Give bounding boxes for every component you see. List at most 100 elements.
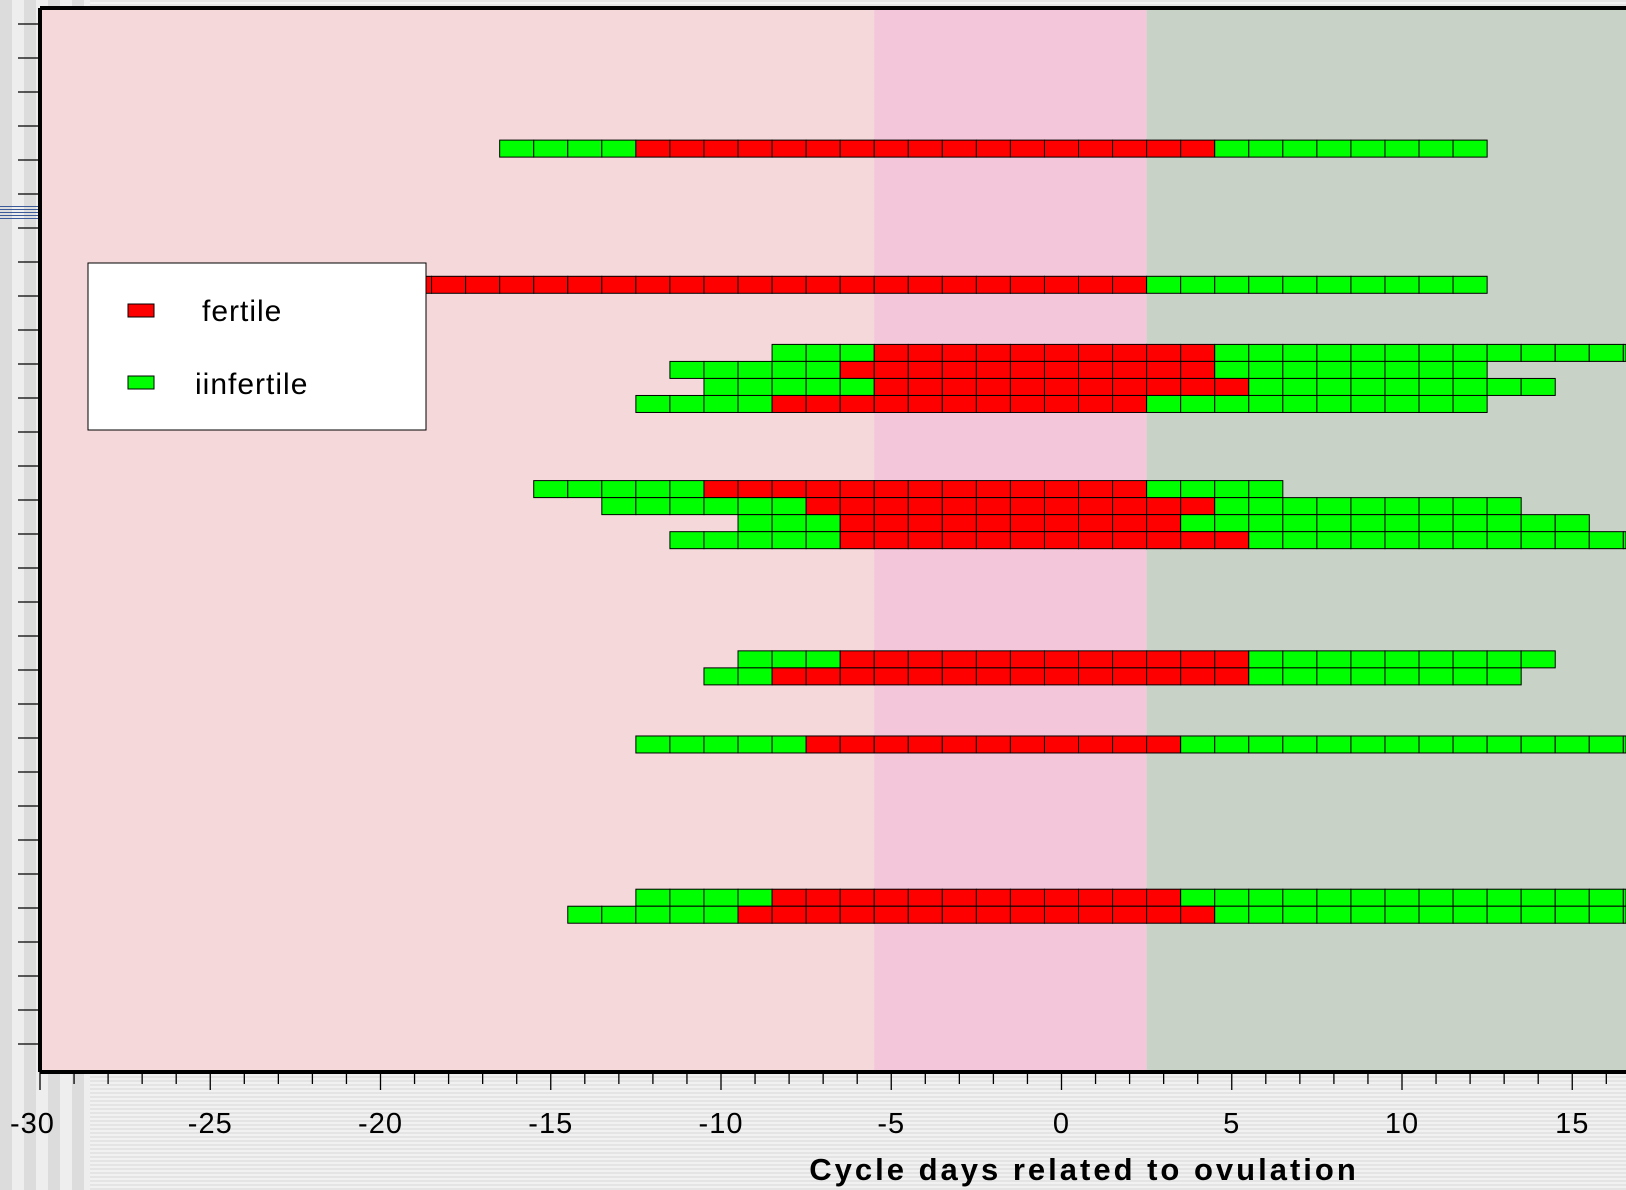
infertile-day-cell	[771, 377, 807, 396]
infertile-day-cell	[1316, 343, 1352, 362]
infertile-day-cell	[1248, 377, 1284, 396]
infertile-day-cell	[601, 905, 637, 924]
infertile-day-cell	[1282, 343, 1318, 362]
infertile-day-cell	[1180, 735, 1216, 754]
infertile-day-cell	[1248, 905, 1284, 924]
infertile-day-cell	[1384, 735, 1420, 754]
fertile-day-cell	[805, 275, 841, 294]
infertile-day-cell	[805, 650, 841, 669]
fertile-day-cell	[1214, 650, 1250, 669]
fertile-day-cell	[1214, 531, 1250, 550]
infertile-day-cell	[1452, 514, 1488, 533]
infertile-day-cell	[1452, 394, 1488, 413]
fertile-day-cell	[1078, 360, 1114, 379]
fertile-day-cell	[1009, 514, 1045, 533]
fertile-day-cell	[737, 905, 773, 924]
infertile-day-cell	[1486, 667, 1522, 686]
infertile-day-cell	[1282, 497, 1318, 516]
fertile-day-cell	[1078, 905, 1114, 924]
fertile-day-cell	[873, 667, 909, 686]
fertile-day-cell	[1009, 275, 1045, 294]
infertile-day-cell	[1418, 275, 1454, 294]
fertile-day-cell	[669, 275, 705, 294]
infertile-day-cell	[703, 394, 739, 413]
infertile-day-cell	[1316, 667, 1352, 686]
fertile-day-cell	[805, 905, 841, 924]
infertile-day-cell	[703, 360, 739, 379]
infertile-day-cell	[1350, 497, 1386, 516]
fertile-day-cell	[839, 139, 875, 158]
fertile-day-cell	[1180, 377, 1216, 396]
infertile-day-cell	[771, 531, 807, 550]
infertile-day-cell	[1214, 394, 1250, 413]
infertile-day-cell	[601, 139, 637, 158]
fertile-day-cell	[1180, 360, 1216, 379]
fertile-day-cell	[941, 360, 977, 379]
infertile-day-cell	[1282, 735, 1318, 754]
fertile-day-cell	[941, 394, 977, 413]
fertile-day-cell	[839, 735, 875, 754]
infertile-day-cell	[737, 514, 773, 533]
fertile-day-cell	[1043, 394, 1080, 413]
fertile-day-cell	[873, 514, 909, 533]
infertile-day-cell	[737, 531, 773, 550]
infertile-day-cell	[737, 735, 773, 754]
infertile-day-cell	[1384, 888, 1420, 907]
x-axis-title: Cycle days related to ovulation	[809, 1152, 1359, 1187]
infertile-day-cell	[1452, 377, 1488, 396]
infertile-day-cell	[1146, 275, 1182, 294]
infertile-day-cell	[1248, 667, 1284, 686]
fertile-day-cell	[907, 735, 943, 754]
infertile-day-cell	[1316, 377, 1352, 396]
infertile-day-cell	[1316, 139, 1352, 158]
infertile-day-cell	[771, 360, 807, 379]
infertile-day-cell	[737, 377, 773, 396]
infertile-day-cell	[1214, 888, 1250, 907]
fertile-day-cell	[1146, 667, 1182, 686]
fertile-day-cell	[839, 667, 875, 686]
infertile-day-cell	[1282, 667, 1318, 686]
fertile-day-cell	[839, 480, 875, 499]
infertile-day-cell	[1520, 531, 1556, 550]
x-tick-label: 0	[1053, 1108, 1070, 1140]
infertile-day-cell	[703, 905, 739, 924]
fertile-day-cell	[1180, 667, 1216, 686]
infertile-day-cell	[1418, 667, 1454, 686]
infertile-day-cell	[635, 394, 671, 413]
fertile-day-cell	[907, 531, 943, 550]
infertile-day-cell	[703, 888, 739, 907]
x-tick-label: -25	[188, 1108, 233, 1140]
fertile-day-cell	[873, 360, 909, 379]
infertile-day-cell	[1316, 905, 1352, 924]
infertile-day-cell	[1588, 905, 1624, 924]
infertile-day-cell	[1486, 531, 1522, 550]
infertile-day-cell	[1350, 531, 1386, 550]
infertile-day-cell	[1554, 905, 1590, 924]
infertile-day-cell	[669, 905, 705, 924]
infertile-day-cell	[1452, 343, 1488, 362]
x-tick-label: -15	[528, 1108, 573, 1140]
fertile-day-cell	[1043, 497, 1080, 516]
fertile-day-cell	[805, 735, 841, 754]
fertile-day-cell	[873, 480, 909, 499]
infertile-day-cell	[1452, 888, 1488, 907]
infertile-day-cell	[1316, 360, 1352, 379]
infertile-day-cell	[1486, 888, 1522, 907]
fertile-day-cell	[1078, 531, 1114, 550]
infertile-day-cell	[499, 139, 535, 158]
infertile-day-cell	[1282, 139, 1318, 158]
fertile-day-cell	[975, 275, 1011, 294]
fertile-day-cell	[1146, 531, 1182, 550]
infertile-day-cell	[601, 480, 637, 499]
infertile-day-cell	[1418, 888, 1454, 907]
fertile-day-cell	[941, 735, 977, 754]
legend-label-fertile: fertile	[202, 295, 282, 328]
fertile-day-cell	[1214, 667, 1250, 686]
fertile-day-cell	[907, 343, 943, 362]
infertile-day-cell	[1248, 514, 1284, 533]
infertile-day-cell	[635, 497, 671, 516]
fertile-day-cell	[703, 275, 739, 294]
fertile-day-cell	[907, 888, 943, 907]
fertile-day-cell	[941, 139, 977, 158]
